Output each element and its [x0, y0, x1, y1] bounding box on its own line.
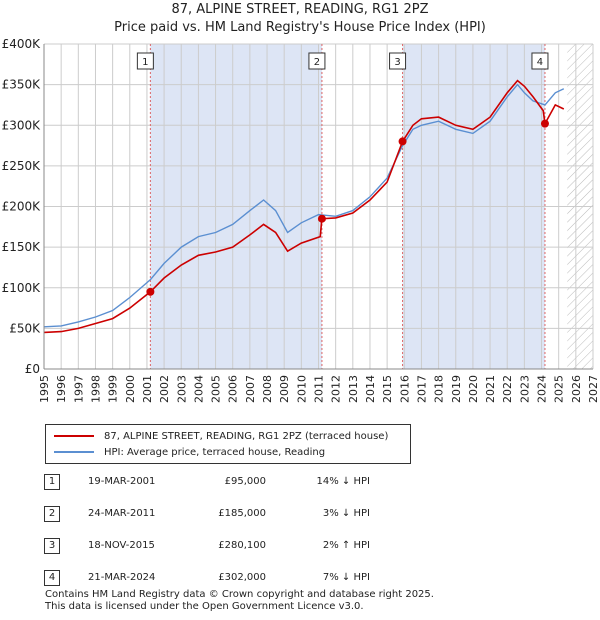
y-tick-label: £0: [25, 362, 40, 376]
x-tick-label: 1999: [107, 375, 120, 403]
x-tick-label: 2024: [536, 375, 549, 403]
price-chart: 1 2 3 4 £0 £50K £100K £150K £200K £250K £300K £350K…: [2, 37, 600, 403]
x-tick-label: 2026: [570, 375, 583, 403]
x-tick-label: 2002: [158, 375, 171, 403]
x-tick-label: 2016: [398, 375, 411, 403]
sale-number: 4: [44, 570, 60, 586]
hpi-line: [43, 83, 565, 328]
y-tick-label: £200K: [2, 200, 42, 214]
y-tick-label: £400K: [2, 37, 42, 51]
sale-marker-box: [531, 52, 549, 70]
sale-point: [146, 287, 155, 296]
sale-hpi-diff: 3% ↓ HPI: [322, 508, 370, 519]
chart-title: 87, ALPINE STREET, READING, RG1 2PZ: [171, 2, 429, 17]
sale-marker-box: [136, 52, 154, 70]
y-tick-label: £150K: [2, 240, 42, 254]
x-tick-label: 2018: [433, 375, 446, 403]
x-tick-label: 2014: [364, 375, 377, 403]
sale-price: £185,000: [218, 508, 266, 519]
legend-swatch-hpi: [54, 451, 94, 453]
y-tick-label: £100K: [2, 281, 42, 295]
chart-subtitle: Price paid vs. HM Land Registry's House …: [114, 20, 486, 35]
sale-price: £302,000: [218, 572, 266, 583]
y-tick-label: £300K: [2, 118, 42, 132]
sale-point: [398, 137, 407, 146]
y-tick-label: £350K: [2, 78, 42, 92]
sale-point: [540, 119, 549, 128]
sale-number: 3: [44, 538, 60, 554]
legend-label-hpi: HPI: Average price, terraced house, Read…: [104, 446, 326, 458]
x-tick-label: 1996: [55, 375, 68, 403]
sale-hpi-diff: 14% ↓ HPI: [316, 476, 370, 487]
x-tick-label: 2004: [192, 375, 205, 403]
x-tick-label: 2000: [124, 375, 137, 403]
legend-item-hpi: HPI: Average price, terraced house, Read…: [54, 445, 325, 459]
sale-row: 2 24-MAR-2011 £185,000 3% ↓ HPI: [0, 506, 600, 524]
sale-marker-number: 2: [314, 57, 320, 68]
x-tick-label: 2008: [261, 375, 274, 403]
sale-number: 2: [44, 506, 60, 522]
x-tick-label: 2021: [484, 375, 497, 403]
chart-legend: 87, ALPINE STREET, READING, RG1 2PZ (ter…: [45, 424, 411, 464]
y-tick-label: £50K: [9, 321, 41, 335]
sale-price: £280,100: [218, 540, 266, 551]
x-tick-label: 2012: [330, 375, 343, 403]
legend-swatch-property: [54, 435, 94, 437]
x-tick-label: 2027: [587, 375, 600, 403]
x-tick-label: 2017: [415, 375, 428, 403]
sale-marker-box: [389, 52, 407, 70]
x-tick-label: 2003: [175, 375, 188, 403]
x-tick-label: 1995: [38, 375, 51, 403]
x-tick-label: 1997: [72, 375, 85, 403]
x-tick-label: 2005: [210, 375, 223, 403]
x-tick-label: 2011: [313, 375, 326, 403]
x-tick-label: 2010: [295, 375, 308, 403]
footer-copyright: Contains HM Land Registry data © Crown c…: [45, 589, 434, 600]
sale-date: 21-MAR-2024: [88, 572, 156, 583]
x-tick-label: 2023: [518, 375, 531, 403]
x-tick-label: 2007: [244, 375, 257, 403]
legend-item-property: 87, ALPINE STREET, READING, RG1 2PZ (ter…: [54, 429, 388, 443]
footer-licence: This data is licensed under the Open Gov…: [45, 601, 364, 612]
x-tick-label: 2013: [347, 375, 360, 403]
sale-row: 3 18-NOV-2015 £280,100 2% ↑ HPI: [0, 538, 600, 556]
sale-marker-box: [308, 52, 326, 70]
sale-hpi-diff: 7% ↓ HPI: [322, 572, 370, 583]
footer: Contains HM Land Registry data © Crown c…: [45, 589, 434, 613]
x-tick-label: 2020: [467, 375, 480, 403]
sale-point: [317, 214, 326, 223]
x-tick-label: 2025: [553, 375, 566, 403]
x-tick-label: 1998: [89, 375, 102, 403]
sale-hpi-diff: 2% ↑ HPI: [322, 540, 370, 551]
sale-number: 1: [44, 474, 60, 490]
x-tick-label: 2022: [501, 375, 514, 403]
x-tick-label: 2001: [141, 375, 154, 403]
x-tick-label: 2009: [278, 375, 291, 403]
sale-marker-number: 4: [537, 57, 543, 68]
sale-date: 24-MAR-2011: [88, 508, 156, 519]
sale-price: £95,000: [224, 476, 266, 487]
x-tick-label: 2006: [227, 375, 240, 403]
x-tick-label: 2019: [450, 375, 463, 403]
sale-marker-number: 3: [394, 57, 400, 68]
legend-label-property: 87, ALPINE STREET, READING, RG1 2PZ (ter…: [104, 430, 389, 442]
y-tick-label: £250K: [2, 159, 42, 173]
x-tick-label: 2015: [381, 375, 394, 403]
sale-marker-number: 1: [142, 57, 148, 68]
sale-date: 18-NOV-2015: [88, 540, 155, 551]
sale-row: 4 21-MAR-2024 £302,000 7% ↓ HPI: [0, 570, 600, 588]
sale-row: 1 19-MAR-2001 £95,000 14% ↓ HPI: [0, 474, 600, 492]
sale-date: 19-MAR-2001: [88, 476, 156, 487]
